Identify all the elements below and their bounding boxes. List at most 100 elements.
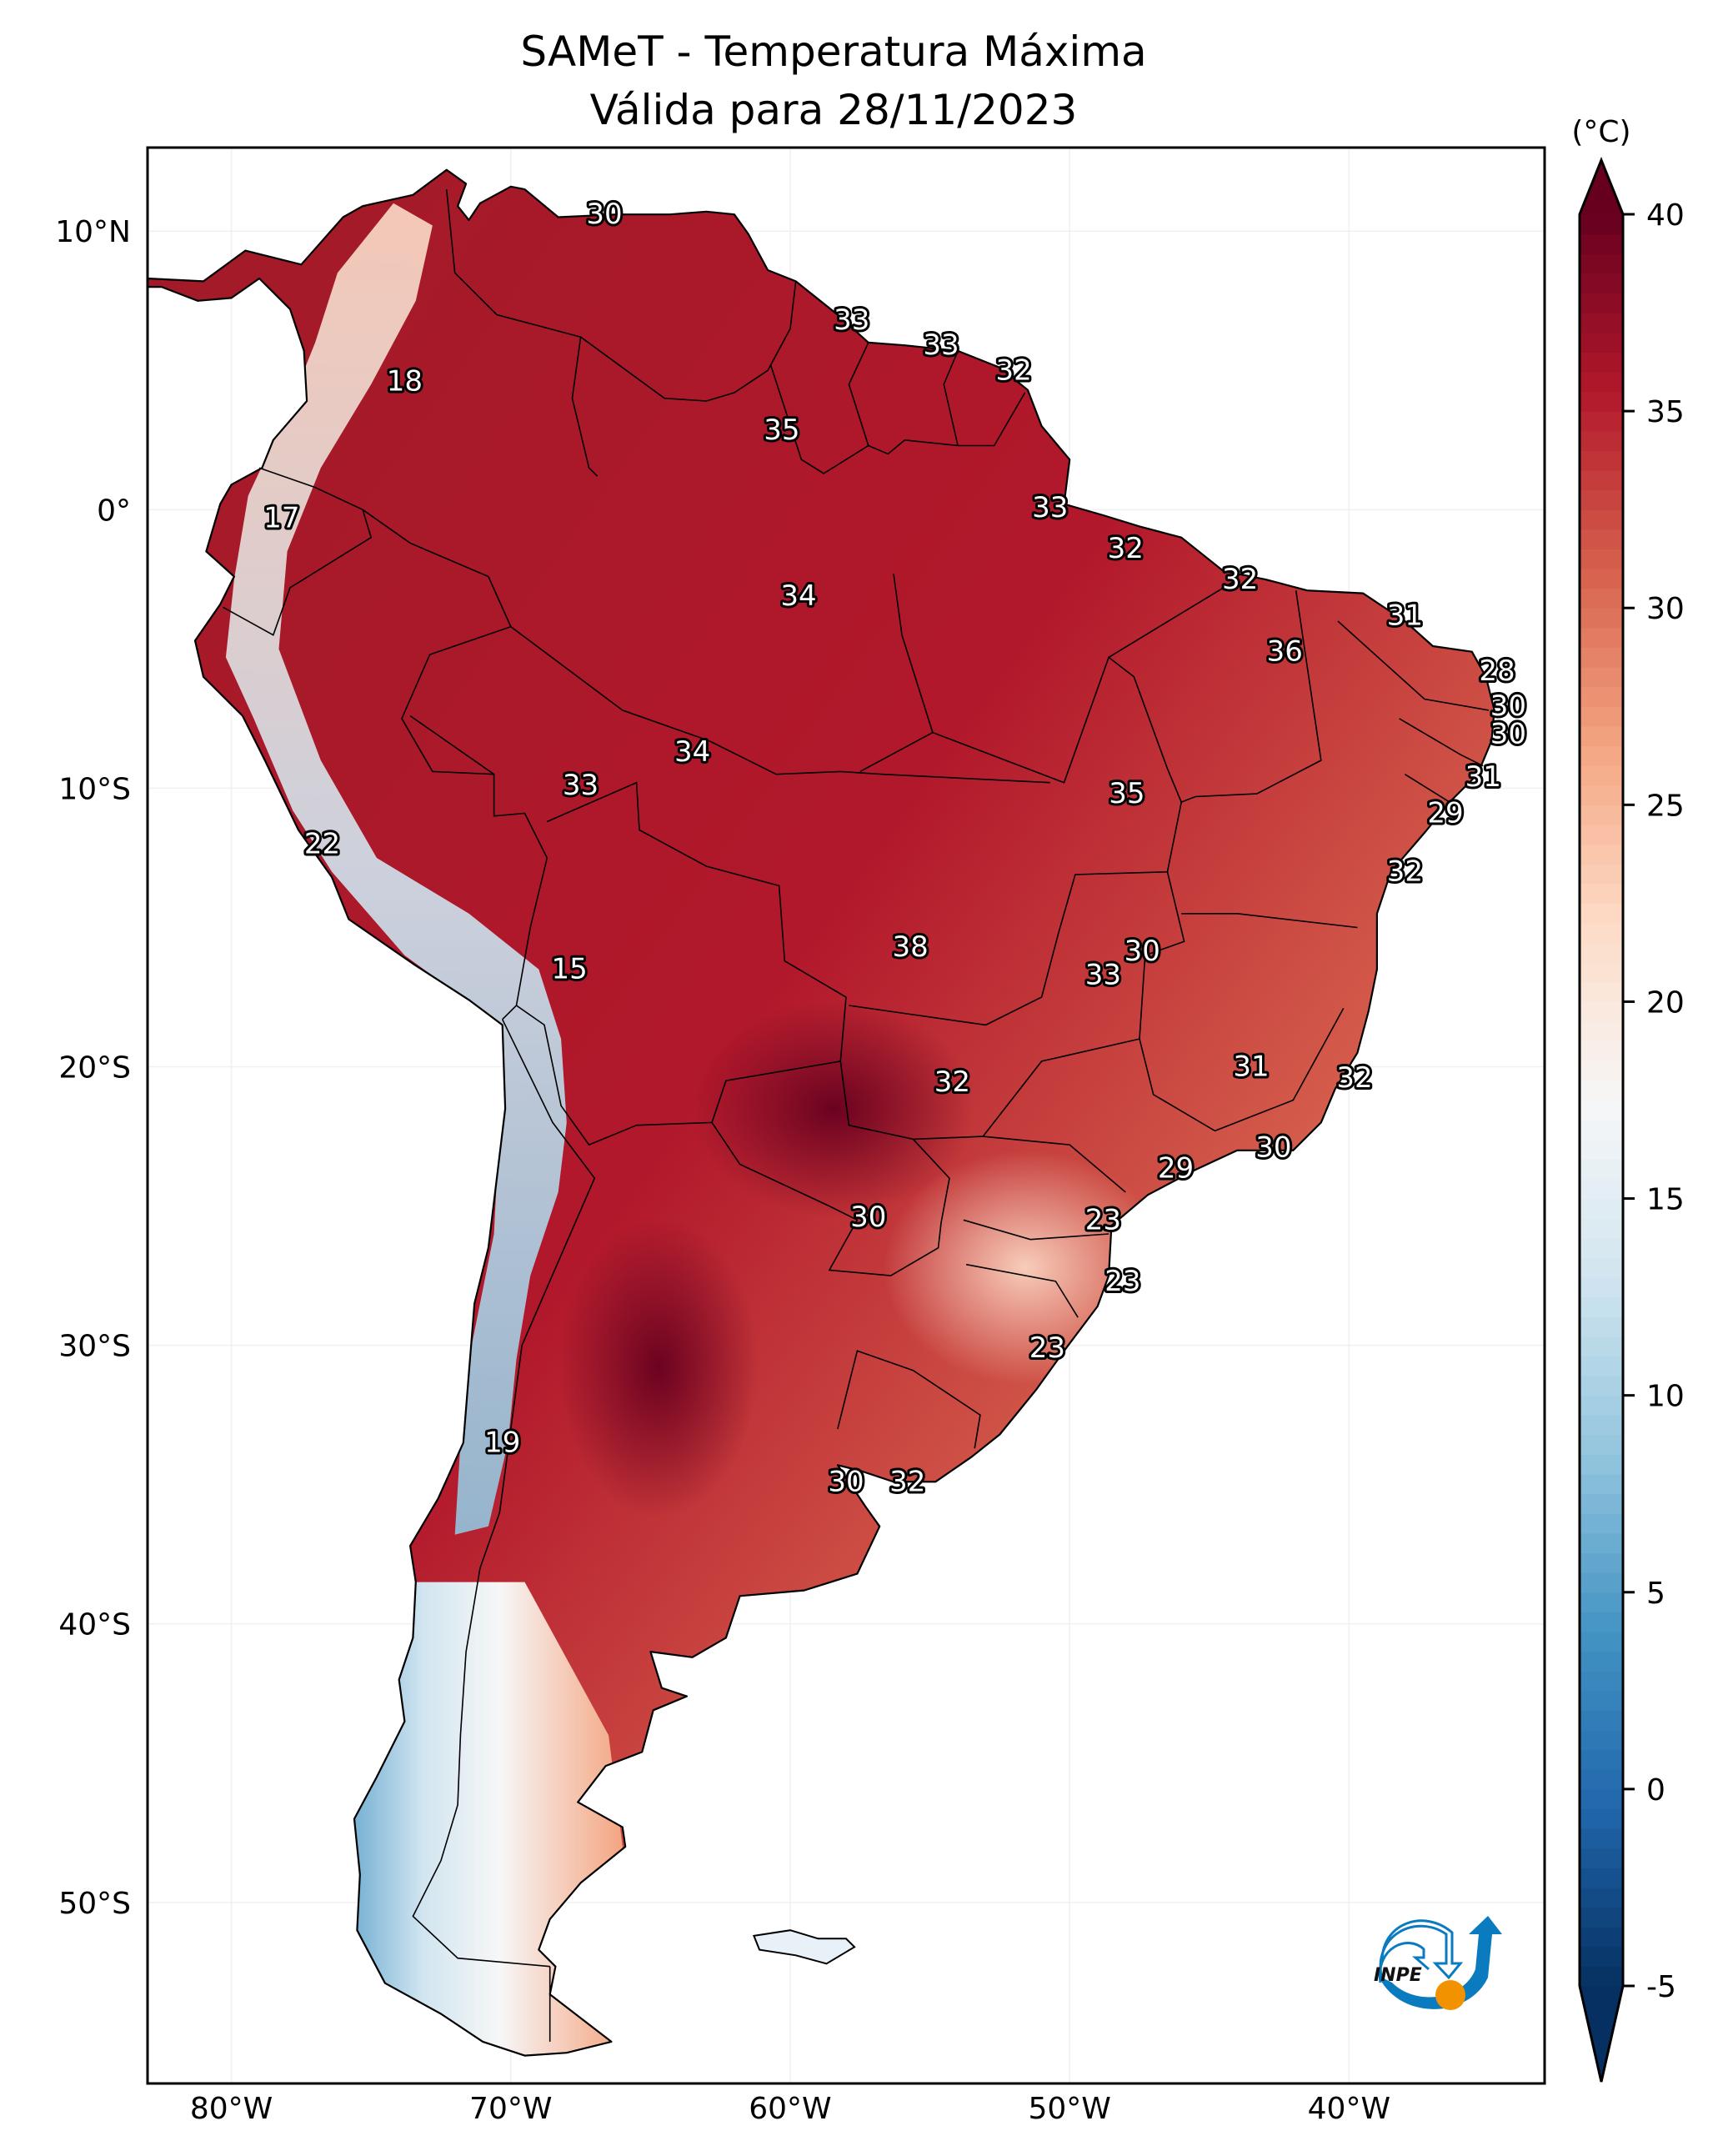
colorbar-tick-label: 0 <box>1646 1773 1665 1808</box>
colorbar-segment <box>1580 1080 1623 1101</box>
border-line <box>412 1019 596 1968</box>
y-tick-label: 10°N <box>55 215 131 249</box>
temperature-label: 38 <box>892 930 928 964</box>
colorbar-segment <box>1580 725 1623 747</box>
coastline <box>148 168 1495 2057</box>
colorbar-segment <box>1580 1336 1623 1357</box>
colorbar-ticks: 40 35 30 25 20 15 10 5 0 -5 <box>1623 198 1685 2004</box>
colorbar-segment <box>1580 785 1623 805</box>
temperature-label: 32 <box>934 1065 970 1099</box>
colorbar-segment <box>1580 352 1623 373</box>
colorbar-segment <box>1580 844 1623 865</box>
temperature-label: 23 <box>1085 1203 1121 1236</box>
temperature-label: 33 <box>1032 491 1068 524</box>
colorbar-segment <box>1580 1060 1623 1081</box>
falkland-islands <box>753 1929 856 1965</box>
colorbar-segment <box>1580 1592 1623 1612</box>
colorbar-segment <box>1580 1868 1623 1888</box>
colorbar-segment <box>1580 1927 1623 1948</box>
border-line <box>580 281 797 402</box>
border-line <box>1337 620 1490 711</box>
colorbar-segment <box>1580 1198 1623 1219</box>
colorbar-segment <box>1580 1395 1623 1416</box>
x-tick-label: 50°W <box>1028 2092 1110 2126</box>
colorbar-segment <box>1580 1671 1623 1692</box>
colorbar-segment <box>1580 706 1623 727</box>
x-tick-label: 60°W <box>749 2092 831 2126</box>
colorbar-segment <box>1580 1237 1623 1258</box>
colorbar-segment <box>1580 391 1623 412</box>
colorbar-extend-min <box>1580 1986 1623 2082</box>
colorbar-segment <box>1580 1100 1623 1121</box>
colorbar-segment <box>1580 569 1623 589</box>
temperature-label: 29 <box>1158 1151 1194 1185</box>
colorbar-segment <box>1580 667 1623 688</box>
colorbar-segment <box>1580 1749 1623 1770</box>
temperature-label: 28 <box>1479 654 1515 688</box>
border-line <box>943 350 959 446</box>
colorbar-segment <box>1580 371 1623 393</box>
temperature-label: 15 <box>552 953 588 986</box>
border-line <box>711 1060 950 1276</box>
colorbar-segment <box>1580 1808 1623 1829</box>
colorbar-segment <box>1580 686 1623 707</box>
colorbar-tick-label: 20 <box>1646 985 1685 1020</box>
colorbar-segment <box>1580 1178 1623 1200</box>
y-tick-label: 0° <box>97 494 131 528</box>
x-tick-label: 40°W <box>1308 2092 1390 2126</box>
colorbar-segment <box>1580 529 1623 549</box>
border-line <box>1399 718 1484 767</box>
colorbar-segment <box>1580 805 1623 825</box>
temperature-label: 31 <box>1233 1050 1269 1084</box>
colorbar-segment <box>1580 1376 1623 1396</box>
temperature-label: 33 <box>923 328 959 362</box>
axes-frame <box>146 146 1546 2085</box>
temperature-label: 19 <box>484 1426 520 1460</box>
colorbar-segment <box>1580 1493 1623 1514</box>
colorbar-segment <box>1580 864 1623 885</box>
colorbar-segment <box>1580 1316 1623 1337</box>
temperature-label: 34 <box>780 579 816 613</box>
border-line <box>965 1263 1079 1318</box>
colorbar-segment <box>1580 981 1623 1003</box>
temperature-label: 32 <box>1108 532 1144 565</box>
border-line <box>1404 774 1450 803</box>
colorbar-segment <box>1580 1434 1623 1456</box>
colorbar-segment <box>1580 1120 1623 1141</box>
colorbar-segment <box>1580 1887 1623 1908</box>
temperature-label: 36 <box>1267 635 1303 669</box>
border-line <box>1180 590 1322 803</box>
temperature-label: 32 <box>1336 1061 1372 1095</box>
colorbar-segment <box>1580 1257 1623 1278</box>
y-tick-label: 10°S <box>58 772 131 806</box>
hot-spot-pantanal <box>692 1000 975 1217</box>
border-line <box>963 1219 1109 1241</box>
temperature-label: 32 <box>1387 855 1423 889</box>
colorbar-segment <box>1580 430 1623 451</box>
colorbar-segment <box>1580 1572 1623 1593</box>
colorbar-segment <box>1580 489 1623 510</box>
colorbar-tick-label: 5 <box>1646 1577 1665 1611</box>
colorbar-unit-label: (°C) <box>1571 115 1630 149</box>
colorbar-segment <box>1580 1612 1623 1632</box>
colorbar-segment <box>1580 1769 1623 1790</box>
temperature-label: 30 <box>1124 935 1160 968</box>
colorbar-segment <box>1580 1946 1623 1967</box>
y-tick-label: 20°S <box>58 1051 131 1086</box>
inpe-logo-swirl-inner <box>1378 1942 1430 1983</box>
colorbar-segment <box>1580 1296 1623 1317</box>
temperature-label: 22 <box>304 827 340 860</box>
temperature-label: 31 <box>1387 599 1423 632</box>
colorbar-segment <box>1580 1159 1623 1180</box>
colorbar-segments <box>1580 214 1623 1987</box>
temperature-label: 32 <box>995 353 1031 387</box>
colorbar-segment <box>1580 903 1623 924</box>
inpe-logo: INPE <box>1374 1916 1502 2010</box>
temperature-label: 32 <box>889 1465 925 1498</box>
border-line <box>510 626 1050 784</box>
border-line <box>362 509 548 1020</box>
temperature-label: 30 <box>1490 689 1526 723</box>
colorbar-segment <box>1580 608 1623 629</box>
temperature-label: 30 <box>1490 717 1526 750</box>
border-line <box>932 656 1182 803</box>
